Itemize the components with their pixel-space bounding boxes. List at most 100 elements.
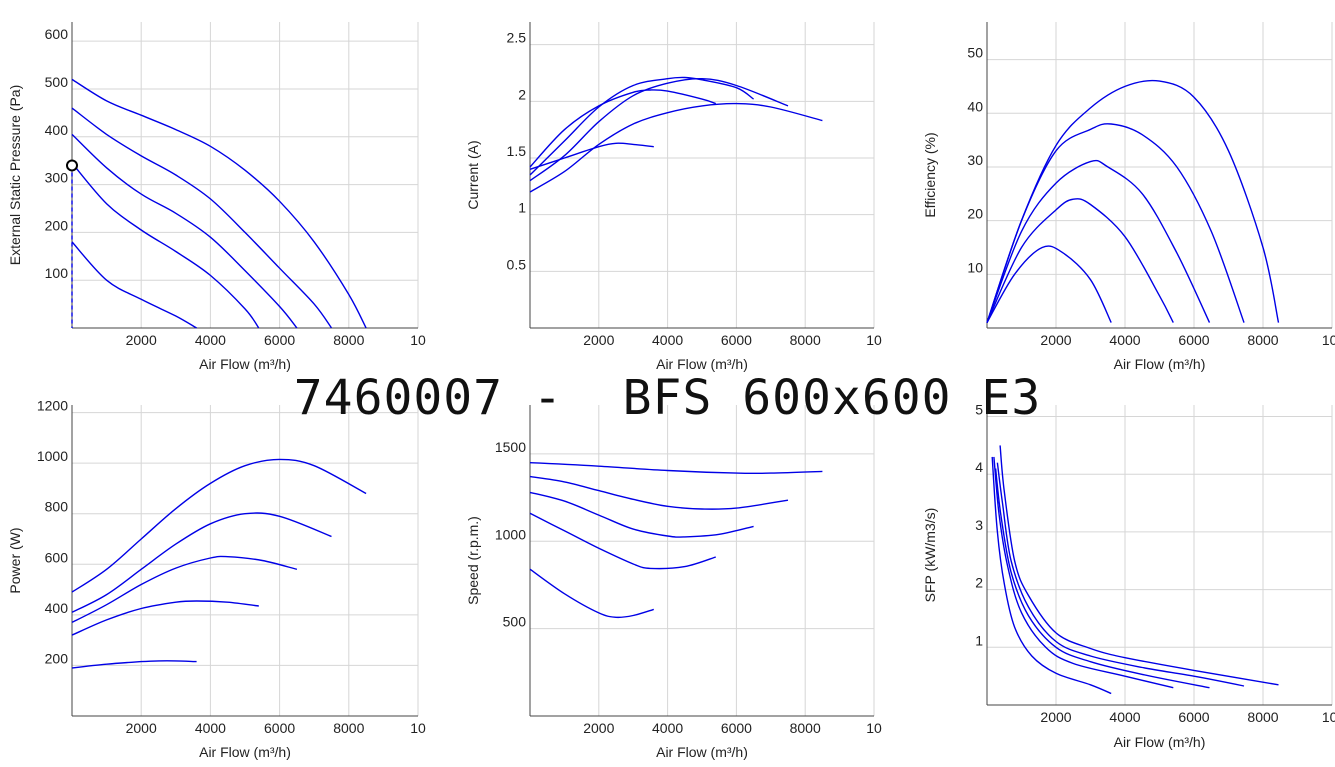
x-tick-label: 4000 <box>1109 332 1140 348</box>
y-axis-label: Speed (r.p.m.) <box>465 516 481 605</box>
x-tick-label: 8000 <box>333 332 364 348</box>
series-line-3 <box>529 491 754 538</box>
series-line-4 <box>529 89 717 168</box>
series-line-3 <box>529 76 755 176</box>
x-axis-label: Air Flow (m³/h) <box>656 744 748 760</box>
series-line-4 <box>529 512 717 570</box>
x-tick-label: 10( <box>1322 332 1335 348</box>
x-tick-label: 6000 <box>1178 709 1209 725</box>
x-tick-label: 8000 <box>333 720 364 736</box>
y-tick-label: 100 <box>45 265 69 281</box>
series-line-1 <box>999 445 1279 686</box>
series-line-3 <box>71 555 298 624</box>
series-line-3 <box>986 159 1211 323</box>
series-line-5 <box>71 241 197 329</box>
chart-efficiency: 10 20 30 40 50 2000 4000 6000 8000 10(Air Flow (m… <box>922 22 1335 372</box>
series-line-2 <box>71 512 332 613</box>
series-line-5 <box>529 568 654 619</box>
y-tick-label: 30 <box>967 152 983 168</box>
y-tick-label: 300 <box>45 170 69 186</box>
series-line-1 <box>71 78 367 329</box>
series-line-4 <box>71 162 260 329</box>
x-tick-label: 8000 <box>1247 332 1278 348</box>
chart-sfp: 1 2 3 4 5 2000 4000 6000 8000 10(Air Flow (m³/h) S… <box>922 402 1335 750</box>
operating-point-marker <box>66 159 78 172</box>
x-tick-label: 10 <box>866 332 882 348</box>
y-tick-label: 3 <box>975 517 983 533</box>
y-axis-label: SFP (kW/m3/s) <box>922 508 938 603</box>
x-tick-label: 6000 <box>721 720 752 736</box>
y-tick-label: 200 <box>45 217 69 233</box>
series-line-4 <box>993 456 1174 689</box>
x-axis-label: Air Flow (m³/h) <box>199 744 291 760</box>
y-tick-label: 2 <box>975 575 983 591</box>
x-tick-label: 4000 <box>652 332 683 348</box>
y-tick-label: 400 <box>45 600 69 616</box>
y-tick-label: 1000 <box>495 526 526 542</box>
x-tick-label: 10 <box>866 720 882 736</box>
x-tick-label: 4000 <box>195 332 226 348</box>
y-tick-label: 1500 <box>495 439 526 455</box>
x-axis-label: Air Flow (m³/h) <box>199 356 291 372</box>
y-tick-label: 20 <box>967 206 983 222</box>
y-tick-label: 800 <box>45 499 69 515</box>
series-line-4 <box>986 198 1174 323</box>
y-tick-label: 4 <box>975 459 983 475</box>
y-tick-label: 1 <box>975 632 983 648</box>
series-line-3 <box>71 133 298 329</box>
x-tick-label: 8000 <box>790 720 821 736</box>
x-tick-label: 6000 <box>264 720 295 736</box>
x-tick-label: 2000 <box>583 332 614 348</box>
x-tick-label: 2000 <box>1040 709 1071 725</box>
x-tick-label: 2000 <box>126 720 157 736</box>
x-tick-label: 2000 <box>126 332 157 348</box>
y-axis-label: External Static Pressure (Pa) <box>7 85 23 266</box>
series-line-2 <box>996 462 1245 687</box>
series-line-5 <box>986 245 1112 323</box>
series-line-5 <box>991 456 1112 695</box>
x-tick-label: 2000 <box>1040 332 1071 348</box>
x-tick-label: 10 <box>410 720 426 736</box>
chart-current: 0.5 1 1.5 2 2.5 2000 4000 6000 8000 10 Air Flow (m… <box>465 22 882 372</box>
series-line-5 <box>71 660 197 669</box>
y-axis-label: Current (A) <box>465 140 481 209</box>
series-line-1 <box>986 79 1280 323</box>
y-tick-label: 1200 <box>37 398 68 414</box>
series-line-2 <box>529 77 789 182</box>
chart-power: 200 400 600 800 1000 1200 2000 4000 6000 8000 10 Ai… <box>7 398 426 760</box>
x-tick-label: 6000 <box>721 332 752 348</box>
x-tick-label: 8000 <box>790 332 821 348</box>
y-axis-label: Efficiency (%) <box>922 132 938 217</box>
series-line-1 <box>529 102 823 193</box>
y-tick-label: 5 <box>975 402 983 418</box>
x-tick-label: 4000 <box>195 720 226 736</box>
x-tick-label: 4000 <box>652 720 683 736</box>
series-line-2 <box>986 123 1245 323</box>
x-tick-label: 10( <box>1322 709 1335 725</box>
x-tick-label: 2000 <box>583 720 614 736</box>
y-tick-label: 600 <box>45 549 69 565</box>
y-tick-label: 200 <box>45 650 69 666</box>
x-axis-label: Air Flow (m³/h) <box>1114 356 1206 372</box>
chart-pressure: 100 200 300 400 500 600 2000 4000 6000 8000 10 Air … <box>7 22 426 372</box>
y-tick-label: 400 <box>45 122 69 138</box>
y-tick-label: 40 <box>967 98 983 114</box>
series-line-3 <box>994 468 1210 689</box>
y-tick-label: 10 <box>967 259 983 275</box>
series-line-2 <box>529 475 789 510</box>
y-tick-label: 500 <box>45 74 69 90</box>
series-line-4 <box>71 600 259 636</box>
page-title: 7460007 - BFS 600x600 E3 <box>293 370 1042 426</box>
series-line-1 <box>71 458 367 593</box>
y-axis-label: Power (W) <box>7 527 23 593</box>
y-tick-label: 500 <box>503 614 527 630</box>
y-tick-label: 1.5 <box>507 143 527 159</box>
series-line-2 <box>71 107 333 329</box>
y-tick-label: 0.5 <box>507 256 527 272</box>
y-tick-label: 600 <box>45 26 69 42</box>
chart-speed: 500 1000 1500 2000 4000 6000 8000 10 Air Flow (m… <box>465 405 882 760</box>
y-tick-label: 2.5 <box>507 30 527 46</box>
series-line-5 <box>529 142 654 170</box>
y-tick-label: 2 <box>518 86 526 102</box>
